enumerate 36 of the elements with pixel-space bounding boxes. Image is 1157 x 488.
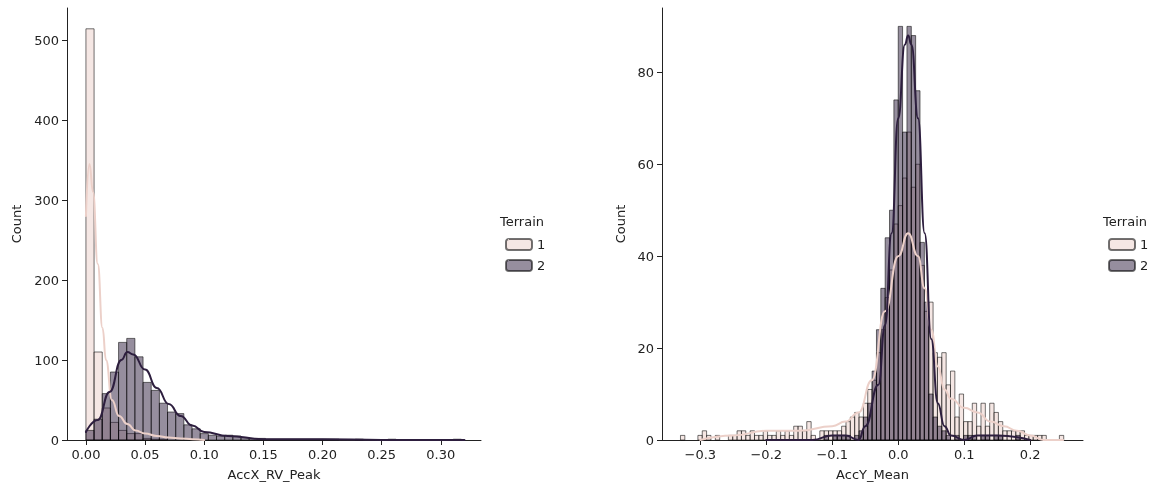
line-series <box>699 232 1065 441</box>
x-tick-label: 0.10 <box>189 447 219 462</box>
y-tick-label: 200 <box>34 272 59 288</box>
legend-title: Terrain <box>1102 214 1148 229</box>
x-tick-label: 0.20 <box>308 447 337 462</box>
x-tick-label: −0.2 <box>750 447 783 462</box>
x-tick-label: 0.1 <box>953 447 975 462</box>
y-tick-label: 40 <box>637 248 654 264</box>
y-tick-label: 60 <box>637 156 654 172</box>
x-axis-title: AccY_Mean <box>836 467 909 482</box>
y-tick-label: 80 <box>637 64 654 80</box>
y-tick-label: 500 <box>34 32 59 48</box>
x-tick-label: 0.05 <box>130 447 160 462</box>
legend-label: 2 <box>1140 258 1149 273</box>
y-axis-title: Count <box>9 204 25 244</box>
x-tick-label: 0.30 <box>426 447 456 462</box>
y-tick-label: 400 <box>34 112 59 128</box>
y-tick-label: 20 <box>637 340 654 356</box>
y-tick-label: 300 <box>34 192 59 208</box>
x-tick-label: −0.3 <box>684 447 717 462</box>
x-tick-label: 0.0 <box>887 447 909 462</box>
legend-title: Terrain <box>499 214 545 229</box>
x-tick-label: 0.00 <box>71 447 101 462</box>
x-tick-label: −0.1 <box>816 447 849 462</box>
line-series <box>84 351 466 441</box>
y-tick-label: 0 <box>50 432 59 448</box>
y-axis-title: Count <box>612 204 628 244</box>
x-tick-label: 0.2 <box>1019 447 1041 462</box>
x-axis-title: AccX_RV_Peak <box>227 467 321 482</box>
y-tick-label: 100 <box>34 352 59 368</box>
x-tick-label: 0.25 <box>367 447 397 462</box>
legend-label: 1 <box>1140 237 1149 252</box>
x-tick-label: 0.15 <box>248 447 278 462</box>
legend-label: 1 <box>537 237 546 252</box>
legend-label: 2 <box>537 258 546 273</box>
y-tick-label: 0 <box>645 432 654 448</box>
